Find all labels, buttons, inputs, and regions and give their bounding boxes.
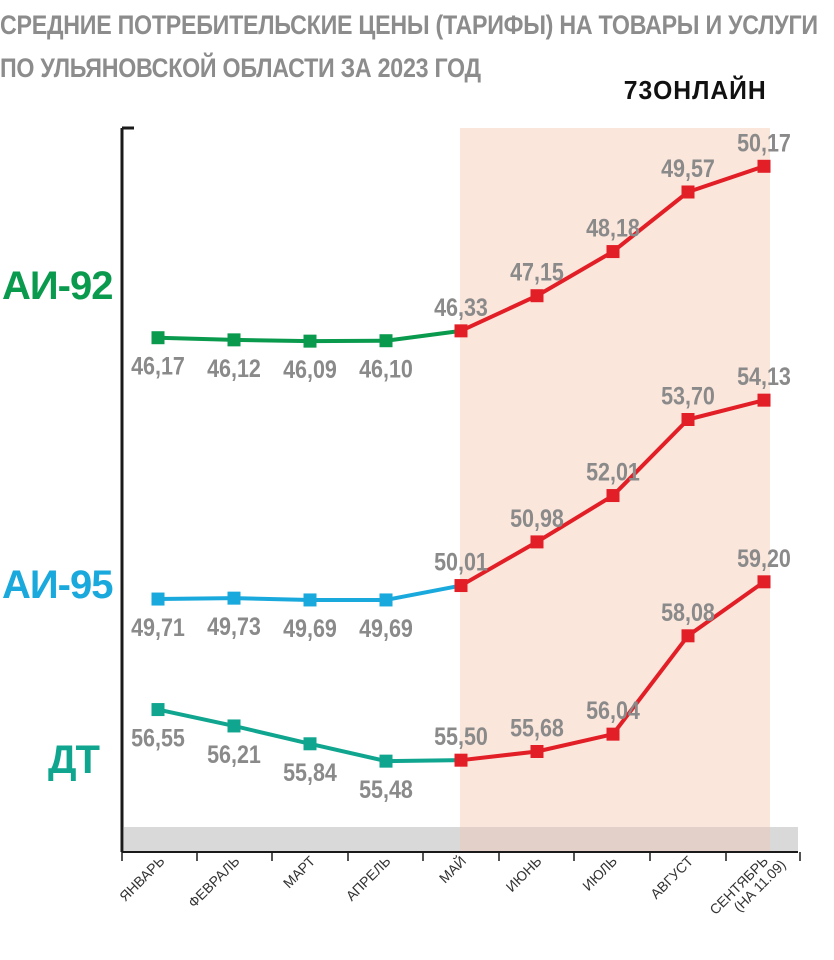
x-tick-label: ИЮЛЬ (579, 853, 620, 894)
data-point-ai95 (681, 413, 695, 426)
x-tick-label-group: МАРТ (280, 852, 319, 891)
data-point-ai95 (303, 593, 317, 607)
data-point-ai92 (303, 334, 317, 348)
data-point-dt (379, 754, 393, 768)
data-point-dt (606, 727, 620, 741)
x-tick-label: МАРТ (280, 852, 319, 891)
series-label-ai92: АИ-92 (2, 264, 113, 308)
data-label-ai95: 54,13 (737, 363, 791, 391)
data-point-ai95 (151, 592, 165, 606)
chart-title-line-2: ПО УЛЬЯНОВСКОЙ ОБЛАСТИ ЗА 2023 ГОД (0, 53, 481, 83)
data-point-ai92 (530, 289, 544, 303)
data-label-dt: 55,50 (434, 723, 488, 751)
x-tick-label-group: СЕНТЯБРЬ(НА 11.09) (706, 853, 788, 918)
highlight-region (460, 128, 770, 827)
x-tick-label: МАЙ (435, 852, 469, 886)
data-label-ai95: 50,98 (510, 504, 564, 532)
data-label-ai92: 46,33 (434, 293, 488, 321)
data-point-ai92 (454, 324, 468, 338)
data-point-dt (454, 753, 468, 767)
x-tick-label: АПРЕЛЬ (342, 853, 393, 904)
data-point-dt (303, 737, 317, 751)
x-tick-label: ФЕВРАЛЬ (185, 853, 243, 911)
chart-title: СРЕДНИЕ ПОТРЕБИТЕЛЬСКИЕ ЦЕНЫ (ТАРИФЫ) НА… (0, 4, 830, 90)
data-point-dt (681, 629, 695, 643)
data-point-ai95 (606, 489, 620, 503)
x-tick-label-group: ЯНВАРЬ (116, 853, 168, 905)
x-axis-band-highlight (460, 827, 770, 852)
data-label-ai95: 49,73 (207, 613, 261, 641)
x-tick-label-group: АВГУСТ (647, 852, 696, 901)
data-point-ai92 (681, 185, 695, 199)
data-label-ai92: 49,57 (661, 154, 715, 182)
series-line-dt (157, 707, 462, 764)
x-tick-label: ЯНВАРЬ (116, 853, 168, 905)
data-label-dt: 55,48 (359, 776, 413, 804)
data-label-ai92: 46,12 (207, 354, 261, 382)
logo-text: 73ОНЛАЙН (624, 74, 767, 105)
data-point-ai95 (227, 591, 241, 605)
data-point-ai92 (227, 333, 241, 347)
data-point-dt (151, 703, 165, 717)
data-point-dt (757, 575, 771, 589)
data-label-ai92: 46,10 (359, 355, 413, 383)
x-tick-label-group: ИЮЛЬ (579, 853, 620, 894)
data-label-dt: 55,84 (283, 758, 337, 786)
data-point-ai92 (379, 334, 393, 348)
data-point-dt (227, 719, 241, 733)
data-label-ai92: 48,18 (586, 214, 640, 242)
data-point-dt (530, 745, 544, 759)
data-point-ai95 (530, 535, 544, 549)
data-label-dt: 56,55 (131, 724, 185, 752)
data-label-ai95: 49,69 (359, 614, 413, 642)
data-point-ai92 (151, 331, 165, 345)
data-label-ai92: 46,09 (283, 356, 337, 384)
data-label-ai92: 47,15 (510, 258, 564, 286)
data-point-ai92 (757, 159, 771, 173)
data-label-ai95: 49,69 (283, 614, 337, 642)
data-label-ai95: 50,01 (434, 548, 488, 576)
x-tick-label-group: ФЕВРАЛЬ (185, 853, 243, 911)
data-label-dt: 56,21 (207, 740, 261, 768)
data-label-ai92: 46,17 (131, 352, 185, 380)
x-tick-label: ИЮНЬ (503, 853, 545, 895)
data-label-dt: 58,08 (661, 598, 715, 626)
data-point-ai95 (757, 393, 771, 407)
x-tick-label-group: МАЙ (435, 852, 469, 886)
data-label-dt: 59,20 (737, 544, 791, 572)
data-label-ai95: 53,70 (661, 382, 715, 410)
series-label-dt: ДТ (48, 738, 100, 782)
data-label-ai92: 50,17 (737, 129, 791, 157)
x-tick-label-group: ИЮНЬ (503, 853, 545, 895)
data-point-ai95 (379, 593, 393, 607)
x-tick-label: АВГУСТ (647, 852, 696, 901)
chart-title-line-1: СРЕДНИЕ ПОТРЕБИТЕЛЬСКИЕ ЦЕНЫ (ТАРИФЫ) НА… (0, 10, 818, 40)
data-label-ai95: 52,01 (586, 458, 640, 486)
logo: 73ОНЛАЙН (624, 74, 767, 105)
data-label-dt: 55,68 (510, 714, 564, 742)
data-point-ai92 (606, 245, 620, 259)
data-point-ai95 (454, 579, 468, 593)
data-label-ai95: 49,71 (131, 614, 185, 642)
series-label-ai95: АИ-95 (2, 563, 113, 607)
x-tick-label-group: АПРЕЛЬ (342, 853, 393, 904)
data-label-dt: 56,04 (586, 697, 640, 725)
